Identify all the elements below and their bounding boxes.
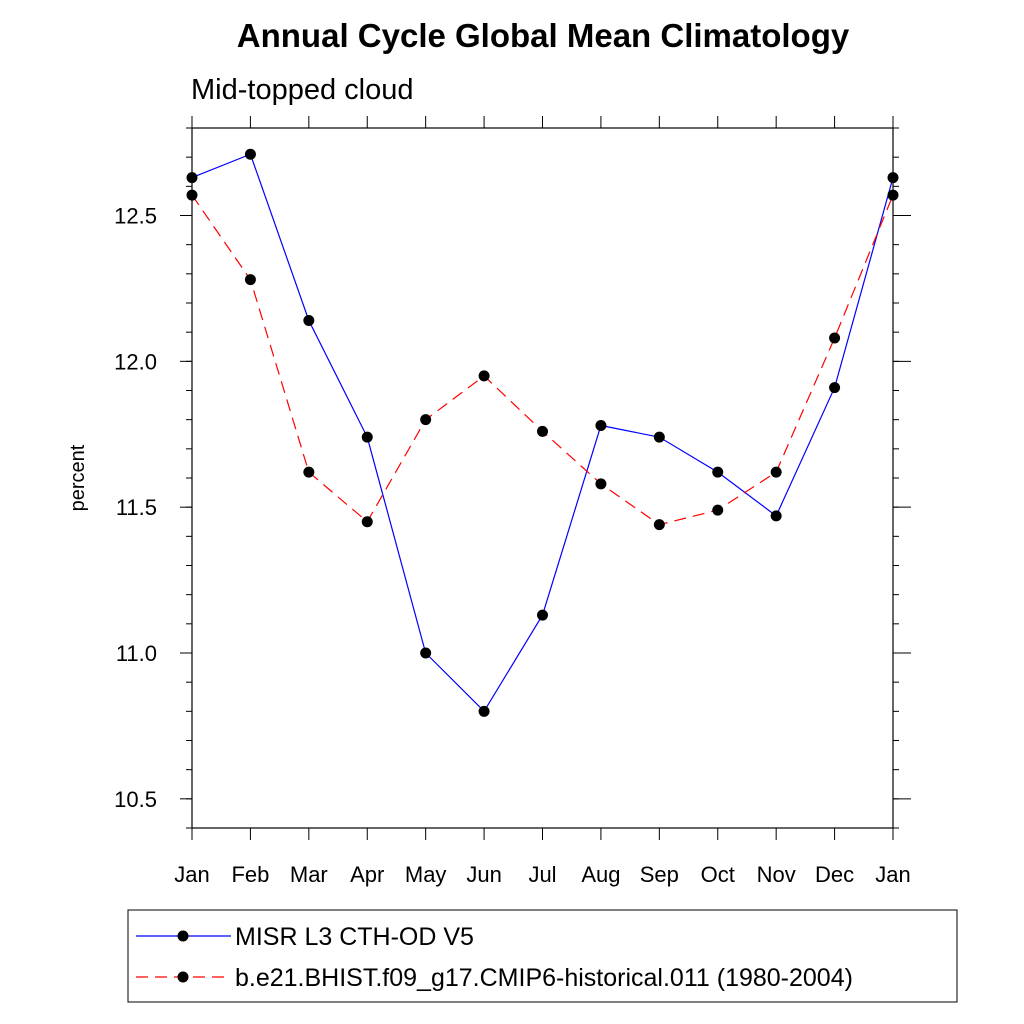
x-tick-label: Jul — [528, 862, 556, 887]
chart-title: Annual Cycle Global Mean Climatology — [237, 17, 850, 54]
data-point — [478, 370, 490, 382]
data-point — [595, 420, 607, 431]
series-layer — [186, 148, 899, 717]
x-tick-label: Jan — [174, 862, 209, 887]
y-tick-label: 12.5 — [114, 204, 157, 229]
data-point — [770, 510, 782, 522]
data-point — [595, 478, 607, 490]
x-tick-label: Aug — [581, 862, 620, 887]
plot-frame — [191, 127, 894, 829]
data-point — [712, 504, 724, 516]
x-tick-label: Mar — [290, 862, 328, 887]
data-point — [887, 172, 899, 184]
data-point — [186, 189, 198, 201]
legend-marker — [177, 971, 189, 983]
data-point — [829, 332, 841, 344]
data-point — [478, 705, 490, 717]
series-line — [191, 194, 894, 526]
data-point — [361, 431, 373, 443]
y-tick-label: 12.0 — [114, 349, 157, 374]
x-tick-label: Jun — [466, 862, 501, 887]
x-tick-label: Nov — [757, 862, 796, 887]
data-point — [537, 609, 548, 621]
legend-marker — [177, 930, 189, 942]
axis-ticks: Jan Feb Mar Apr May Jun Jul Aug Sep Oct Nov Dec Jan 1… — [114, 116, 911, 887]
y-tick-label: 11.0 — [116, 641, 157, 666]
y-axis-label: percent — [67, 444, 89, 511]
chart-subtitle: Mid-topped cloud — [191, 74, 413, 106]
data-point — [186, 172, 198, 184]
x-tick-label: Sep — [640, 862, 679, 887]
data-point — [770, 466, 782, 478]
data-point — [420, 414, 432, 426]
x-tick-label: Feb — [231, 862, 269, 887]
data-point — [303, 466, 315, 478]
data-point — [420, 647, 432, 659]
data-point — [244, 274, 256, 286]
x-tick-label: Jan — [875, 862, 910, 887]
data-point — [712, 466, 724, 478]
data-point — [537, 425, 548, 437]
legend: MISR L3 CTH-OD V5 b.e21.BHIST.f09_g17.CMI… — [136, 923, 853, 992]
data-point — [829, 382, 841, 394]
legend-label: MISR L3 CTH-OD V5 — [235, 923, 474, 951]
data-point — [303, 315, 315, 326]
data-point — [244, 148, 256, 160]
x-tick-label: May — [405, 862, 447, 887]
data-point — [361, 516, 373, 528]
data-point — [653, 519, 665, 531]
y-tick-label: 10.5 — [114, 787, 157, 812]
data-point — [887, 189, 899, 201]
x-tick-label: Oct — [701, 862, 735, 887]
x-tick-label: Dec — [815, 862, 854, 887]
legend-box — [127, 909, 958, 1003]
data-point — [653, 431, 665, 443]
x-tick-label: Apr — [350, 862, 384, 887]
legend-label: b.e21.BHIST.f09_g17.CMIP6-historical.011… — [235, 964, 853, 992]
y-tick-label: 11.5 — [116, 495, 157, 520]
